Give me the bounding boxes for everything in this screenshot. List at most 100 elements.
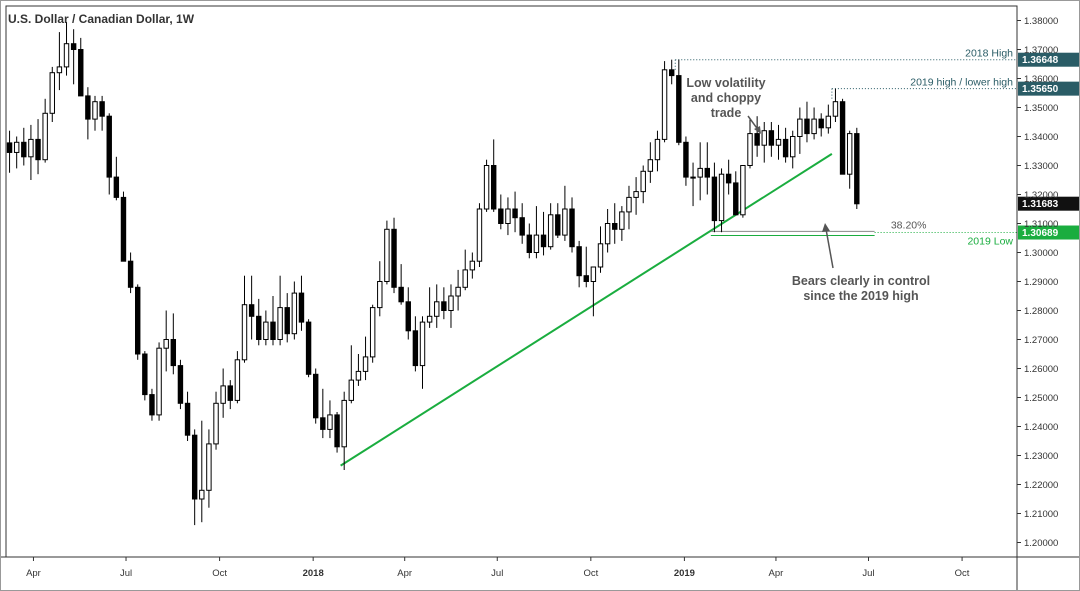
candle-body (348, 379, 355, 401)
candle-body (569, 208, 575, 248)
y-tick-label: 1.20000 (1024, 538, 1058, 549)
candle-body (604, 223, 611, 245)
candle-body (305, 321, 312, 375)
candle (263, 310, 269, 346)
candle-body (206, 443, 212, 491)
candle (298, 275, 305, 331)
candle (505, 197, 511, 236)
candle (142, 351, 148, 401)
candle-body (505, 208, 511, 224)
candle (398, 264, 404, 305)
x-tick-label: Apr (397, 568, 412, 579)
candle (839, 98, 846, 175)
candle-body (476, 208, 483, 262)
candle-body (199, 489, 205, 500)
y-tick-label: 1.30000 (1024, 248, 1058, 259)
y-tick-label: 1.33000 (1024, 161, 1058, 172)
candle (270, 296, 276, 346)
candle (668, 59, 675, 85)
candle (512, 191, 518, 233)
candle (832, 88, 839, 122)
x-tick-label: Oct (583, 568, 598, 579)
candle (199, 420, 205, 523)
candle (78, 37, 84, 97)
candle (690, 162, 696, 207)
y-tick-label: 1.37000 (1024, 45, 1058, 56)
candle-body (391, 228, 397, 288)
x-tick-label: Apr (769, 568, 784, 579)
candle-body (149, 394, 155, 416)
y-tick-label: 1.31000 (1024, 219, 1058, 230)
level-name: 2018 High (965, 48, 1013, 60)
candle (334, 412, 340, 453)
candle-body (668, 69, 675, 77)
x-tick-label: 2018 (303, 568, 324, 579)
candle (13, 136, 20, 169)
candle-body (85, 95, 91, 120)
candle (156, 342, 162, 421)
candle (177, 359, 184, 410)
candle (277, 275, 283, 346)
candle-body (782, 138, 789, 158)
candle-body (854, 133, 860, 205)
annotation-low-volatility: and choppy (691, 91, 761, 105)
candle-body (647, 159, 654, 172)
candle (106, 113, 112, 195)
candle-body (768, 130, 775, 146)
candle (63, 21, 70, 76)
candle-body (327, 414, 333, 430)
level-badge (1018, 52, 1079, 67)
candle (362, 336, 369, 381)
candle (213, 391, 219, 450)
candle (348, 345, 355, 404)
candle (305, 319, 312, 378)
level-badge-label: 1.36648 (1022, 55, 1059, 66)
candle (683, 136, 689, 186)
candle-body (56, 66, 63, 74)
candle-body (654, 138, 661, 161)
candle (547, 203, 554, 250)
candle-body (120, 196, 127, 262)
candle-body (384, 228, 390, 283)
candle (469, 252, 476, 279)
candle-body (142, 353, 148, 396)
candle-body (28, 138, 34, 158)
candle-body (99, 101, 105, 117)
candle (369, 304, 376, 363)
candle (825, 104, 832, 134)
candle (455, 269, 461, 311)
arrow-bears (825, 228, 834, 269)
candle-body (213, 402, 219, 445)
x-tick-label: Apr (26, 568, 41, 579)
last-price-label: 1.31683 (1022, 199, 1059, 210)
candle-body (583, 275, 589, 283)
candle-body (469, 260, 476, 271)
candle-body (462, 269, 468, 288)
candle-body (811, 118, 817, 135)
candle (377, 261, 383, 317)
candle-body (184, 402, 191, 436)
candle (754, 116, 760, 157)
annotation-low-volatility: Low volatility (686, 76, 765, 90)
candle-body (725, 173, 732, 184)
candle-body (832, 101, 839, 117)
candle (384, 220, 390, 285)
candle (583, 246, 589, 288)
y-tick-label: 1.26000 (1024, 364, 1058, 375)
y-tick-label: 1.25000 (1024, 393, 1058, 404)
candle-body (711, 176, 718, 222)
candle (619, 206, 625, 241)
candle (113, 156, 120, 201)
candle (498, 194, 504, 230)
candle-body (839, 101, 846, 175)
candle-body (619, 211, 625, 230)
candle-body (377, 281, 383, 309)
candle (704, 142, 710, 195)
candle (355, 354, 362, 386)
candle (405, 287, 411, 340)
chart-title: U.S. Dollar / Canadian Dollar, 1W (8, 12, 195, 26)
candle-body (355, 370, 362, 381)
level-badge (1018, 225, 1079, 240)
